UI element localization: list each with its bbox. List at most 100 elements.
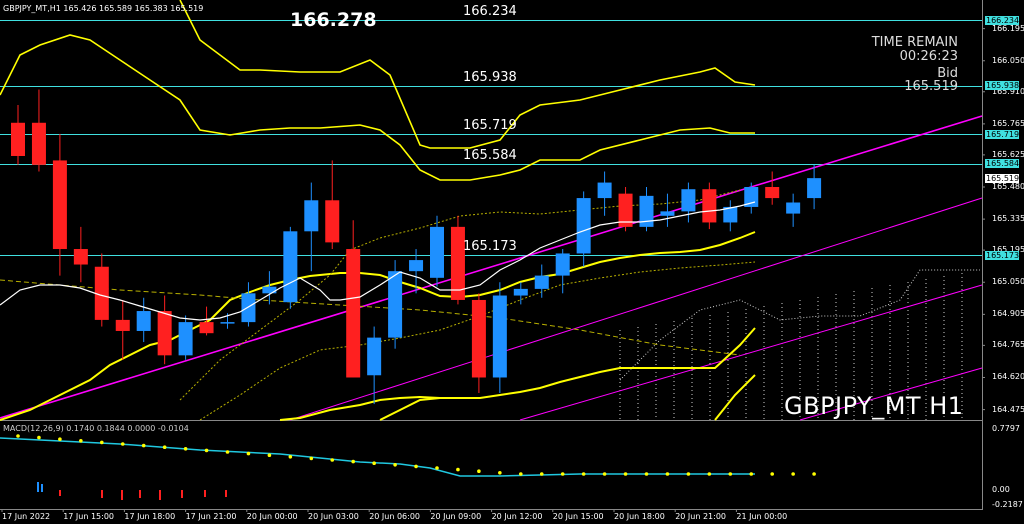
- candle-bull: [513, 288, 528, 296]
- macd-signal-dot: [288, 455, 293, 459]
- macd-signal-dot: [309, 456, 314, 461]
- candle-bull: [555, 253, 570, 276]
- upper-band: [0, 34, 755, 181]
- lower-band-2: [379, 397, 441, 421]
- macd-signal-dot: [414, 464, 418, 469]
- lower-band: [279, 327, 756, 421]
- time-axis-label: 20 Jun 06:00: [369, 512, 421, 521]
- macd-axis-label: 0.00: [992, 485, 1010, 494]
- macd-signal-dot: [456, 467, 460, 472]
- dotted-band-lower: [199, 261, 756, 421]
- macd-signal-dot: [351, 459, 356, 464]
- time-axis-label: 17 Jun 2022: [2, 512, 51, 521]
- chart-symbol-watermark: GBPJPY_MT H1: [784, 392, 964, 420]
- macd-signal-dot: [16, 434, 20, 438]
- candle-bear: [115, 319, 130, 331]
- lower-band-3: [714, 374, 756, 421]
- price-marker-box: 165.519: [985, 173, 1020, 183]
- macd-signal-dot: [141, 443, 146, 448]
- time-axis-label: 20 Jun 18:00: [614, 512, 665, 521]
- horizontal-levels: [0, 20, 982, 256]
- macd-signal-dot: [707, 472, 712, 476]
- price-marker-box: 165.173: [985, 250, 1020, 260]
- outer-upper-band: [179, 0, 756, 149]
- macd-axis-label: 0.7797: [992, 424, 1020, 433]
- macd-signal-dot: [204, 448, 209, 453]
- symbol-info: GBPJPY_MT,H1 165.426 165.589 165.383 165…: [3, 4, 204, 13]
- price-axis-label: 165.335: [992, 214, 1024, 224]
- candle-bear: [325, 200, 340, 243]
- candle-bull: [807, 178, 822, 199]
- macd-signal-dot: [728, 472, 733, 476]
- price-axis-label: 164.765: [992, 340, 1024, 350]
- candle-bull: [576, 198, 591, 254]
- macd-signal-dot: [120, 442, 125, 446]
- macd-signal-dot: [665, 472, 670, 476]
- macd-signal-dot: [79, 439, 83, 443]
- time-axis-label: 20 Jun 21:00: [675, 512, 727, 521]
- macd-signal-dot: [560, 472, 565, 476]
- candle-bull: [492, 295, 507, 378]
- candle-bull: [283, 231, 298, 303]
- bid-value: 165.519: [904, 79, 958, 94]
- candle-bear: [157, 311, 172, 356]
- candle-bear: [52, 160, 67, 250]
- candle-bear: [31, 122, 46, 165]
- macd-signal-dot: [749, 472, 754, 476]
- price-marker-box: 165.584: [985, 159, 1020, 169]
- price-axis-label: 164.620: [992, 372, 1024, 382]
- price-axis-label: 164.905: [992, 309, 1024, 319]
- macd-signal-dot: [477, 469, 481, 474]
- candle-bull: [681, 189, 696, 212]
- candle-bull: [262, 286, 277, 294]
- macd-signal-dot: [435, 466, 439, 470]
- time-axis-label: 20 Jun 09:00: [430, 512, 482, 521]
- candle-bull: [388, 271, 403, 338]
- macd-signal-dot: [539, 472, 544, 476]
- time-remain-value: 00:26:23: [899, 49, 958, 64]
- macd-signal-dot: [246, 451, 251, 456]
- regression-channel: [0, 115, 983, 421]
- candle-bull: [136, 311, 151, 331]
- price-axis-label: 165.195: [992, 245, 1024, 254]
- candle-bear: [199, 322, 214, 334]
- channel-lower2: [799, 367, 983, 421]
- macd-signal-dot: [519, 472, 523, 476]
- macd-signal-dot: [812, 472, 816, 476]
- macd-axis-label: -0.2187: [992, 500, 1023, 509]
- cloud-edge: [619, 269, 980, 381]
- price-axis-label: 165.765: [992, 118, 1024, 128]
- candle-bear: [11, 122, 25, 156]
- macd-signal-dot: [372, 461, 376, 466]
- time-axis-label: 20 Jun 03:00: [308, 512, 359, 521]
- level-label-166234: 166.234: [463, 3, 517, 19]
- channel-mid: [0, 115, 983, 419]
- price-axis-label: 166.050: [992, 55, 1024, 65]
- candle-bull: [304, 200, 319, 232]
- price-marker-box: 165.938: [985, 81, 1020, 91]
- macd-signal-dot: [393, 463, 397, 467]
- macd-signal-dot: [37, 435, 41, 440]
- macd-signal-dot: [498, 471, 502, 475]
- axis-ticks: [1, 28, 985, 512]
- price-axis-label: 166.195: [992, 23, 1024, 33]
- macd-signal-dot: [100, 440, 104, 445]
- macd-signal-dot: [330, 458, 335, 462]
- time-axis-label: 20 Jun 15:00: [552, 512, 604, 521]
- candle-bear: [618, 193, 633, 227]
- macd-pane: [0, 434, 816, 500]
- candle-bull: [367, 337, 382, 376]
- candle-bear: [94, 266, 109, 320]
- level-label-165719: 165.719: [463, 117, 517, 133]
- price-axis-label: 165.050: [992, 277, 1024, 287]
- candle-bull: [430, 226, 444, 278]
- candle-bull: [178, 322, 193, 356]
- candle-bear: [702, 189, 717, 223]
- candle-bear: [765, 187, 780, 199]
- candle-bear: [73, 249, 88, 265]
- price-axis-label: 165.480: [992, 182, 1024, 191]
- candle-bull: [660, 211, 675, 216]
- level-label-165173: 165.173: [463, 238, 517, 254]
- macd-signal-dot: [602, 472, 607, 476]
